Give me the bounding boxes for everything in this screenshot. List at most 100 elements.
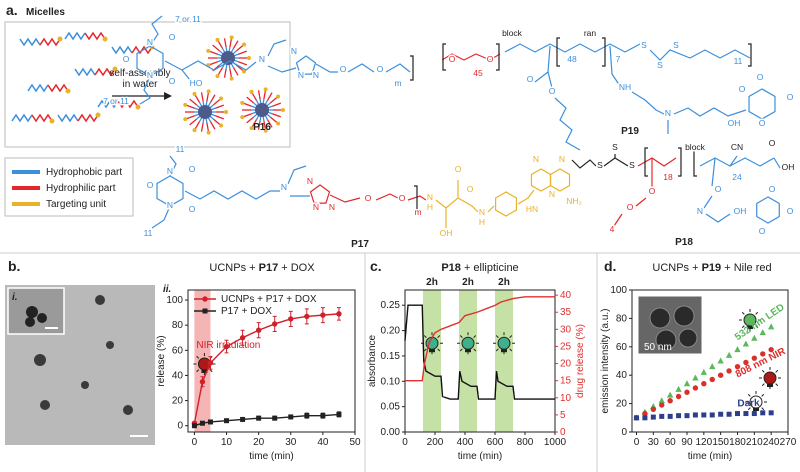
atom-label: block <box>685 142 706 152</box>
bond <box>267 65 297 73</box>
polymer-chain <box>19 37 41 47</box>
y-tick-label: 0.00 <box>381 427 401 438</box>
bond <box>329 194 361 203</box>
plot-frame <box>187 289 356 433</box>
y-tick-label: 100 <box>610 285 627 296</box>
x-tick-label: 90 <box>681 437 693 448</box>
atom-label: 7 or 11 <box>103 96 129 106</box>
plot-frame <box>404 289 556 433</box>
y-tick-label: 100 <box>166 295 183 306</box>
atom-label: m <box>394 78 401 88</box>
atom-label: O <box>787 206 794 216</box>
micelle-shell-chain <box>194 121 201 130</box>
y-tick-label: 0 <box>621 427 627 438</box>
atom-label: O <box>759 118 766 128</box>
title-part: UCNPs + <box>209 262 258 274</box>
bond <box>184 190 280 200</box>
polymer-chain <box>57 113 79 123</box>
micelle-shell-chain <box>257 90 261 100</box>
micelle-shell-chain <box>266 92 273 101</box>
lamp-ray <box>761 383 765 387</box>
atom-label: O <box>377 64 384 74</box>
atom-label: S <box>673 40 679 50</box>
micelle-shell-chain <box>263 90 267 100</box>
lamp-ray <box>437 348 441 352</box>
y-tick-label: 40 <box>616 370 628 381</box>
legend-box <box>4 157 134 217</box>
targeting-end <box>240 100 245 105</box>
compound-label: P18 <box>675 237 693 248</box>
y-tick-label: 80 <box>616 313 628 324</box>
atom-label: S <box>597 160 603 170</box>
atom-label: O <box>769 184 776 194</box>
targeting-end <box>240 115 245 120</box>
marker <box>223 343 230 350</box>
atom-label: O <box>649 186 656 196</box>
arrow-head <box>164 92 172 100</box>
marker <box>650 414 656 420</box>
targeting-end <box>215 74 220 79</box>
bond <box>457 197 479 213</box>
bond <box>554 97 581 151</box>
atom-label: N <box>259 54 265 64</box>
bond <box>644 147 648 177</box>
bond <box>673 107 747 117</box>
series-line <box>405 296 555 382</box>
micelle-shell-chain <box>238 50 248 55</box>
micelle-shell-chain <box>270 116 278 124</box>
marker <box>272 321 278 327</box>
micelle-shell-chain <box>223 68 227 78</box>
micelle-shell-chain <box>206 92 210 102</box>
targeting-end <box>206 89 211 94</box>
particle <box>34 354 46 366</box>
marker <box>760 410 766 416</box>
polymer-chain <box>117 99 139 109</box>
atom-label: NH₂ <box>566 196 582 206</box>
lamp-ray <box>509 348 513 352</box>
x-tick-label: 60 <box>665 437 677 448</box>
y-axis-label: absorbance <box>367 334 378 387</box>
targeting-end <box>242 42 247 47</box>
x-tick-label: 200 <box>427 437 444 448</box>
polymer-chain <box>39 37 61 47</box>
polymer-chain <box>27 83 49 93</box>
atom-label: 18 <box>663 172 673 182</box>
targeting-end <box>206 130 211 135</box>
compound-label: P16 <box>253 122 271 133</box>
atom-label: O <box>739 84 746 94</box>
lamp-base <box>465 349 471 353</box>
polymer-chain <box>31 113 53 123</box>
compound-label: P17 <box>351 239 369 250</box>
targeting-end <box>192 91 197 96</box>
atom-label: N <box>298 70 304 80</box>
atom-label: S <box>657 60 663 70</box>
marker <box>642 415 648 421</box>
marker <box>692 374 699 381</box>
atom-label: S <box>629 160 635 170</box>
marker <box>751 411 757 417</box>
atom-label: O <box>769 138 776 148</box>
targeting-end <box>49 118 55 124</box>
marker <box>692 385 699 391</box>
bond <box>181 69 191 81</box>
targeting-end <box>276 94 281 99</box>
title-part: UCNPs + <box>652 262 701 274</box>
x-tick-label: 600 <box>487 437 504 448</box>
lamp-ray <box>509 335 513 338</box>
bond <box>729 155 738 167</box>
particle <box>37 313 47 323</box>
lamp-ray <box>495 335 499 338</box>
x-tick-label: 120 <box>695 437 712 448</box>
lamp-ray <box>459 335 463 338</box>
bond <box>375 193 399 201</box>
bond <box>151 205 171 229</box>
targeting-end <box>219 96 224 101</box>
atom-label: HO <box>190 78 203 88</box>
lamp-ray <box>775 369 779 373</box>
marker <box>683 380 691 387</box>
marker <box>701 381 707 387</box>
targeting-end <box>183 117 188 122</box>
micelle-shell-chain <box>189 98 197 106</box>
marker <box>759 329 766 336</box>
